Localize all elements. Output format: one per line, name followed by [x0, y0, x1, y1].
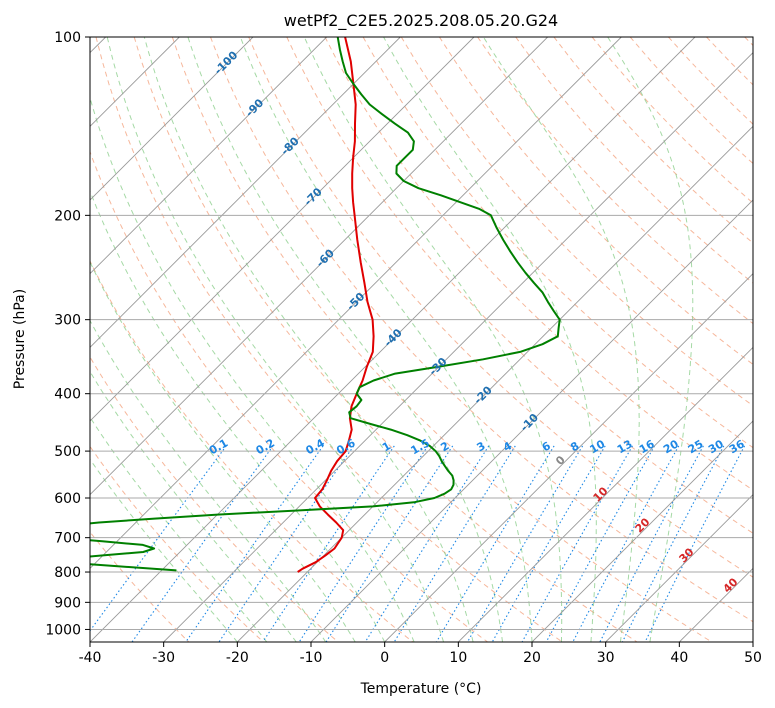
moist-adiabat-line [90, 189, 386, 642]
isotherm-line [90, 37, 475, 422]
chart-title: wetPf2_C2E5.2025.208.05.20.G24 [284, 11, 558, 31]
y-tick-label: 600 [54, 491, 81, 507]
y-tick-label: 300 [54, 313, 81, 329]
y-tick-label: 800 [54, 565, 81, 581]
y-tick-label: 1000 [45, 622, 81, 638]
mixing-ratio-line [218, 445, 355, 642]
x-tick-label: -10 [300, 650, 323, 666]
mixing-ratio-line [545, 445, 656, 642]
x-tick-label: -20 [226, 650, 249, 666]
plot-frame [89, 36, 754, 643]
x-tick-label: -40 [79, 650, 102, 666]
x-tick-label: 10 [449, 650, 467, 666]
x-tick-label: -30 [152, 650, 175, 666]
mixing-ratio-line [393, 445, 516, 642]
dry-adiabat-line [248, 37, 753, 578]
skewed-isotherms [90, 37, 753, 642]
y-tick-label: 100 [54, 30, 81, 46]
x-axis-title: Temperature (°C) [360, 681, 482, 697]
isotherm-line [605, 494, 753, 642]
moist-adiabat-line [90, 416, 268, 642]
dry-adiabat-line [171, 37, 712, 642]
isotherm-line [90, 37, 254, 201]
dry-adiabat-line [400, 37, 753, 407]
isotherm-line [237, 125, 753, 642]
dry-adiabat-line [90, 445, 264, 642]
dry-adiabat-line [90, 150, 488, 642]
moist-adiabat-line [303, 37, 563, 642]
x-tick-label: 50 [744, 650, 762, 666]
isotherm-line [90, 37, 548, 496]
mixing-ratio-line [599, 445, 704, 642]
pressure-gridlines [90, 37, 753, 630]
isotherm-line [310, 199, 753, 642]
x-tick-label: 0 [380, 650, 389, 666]
mixing-ratio-lines [90, 445, 746, 642]
moist-adiabat-line [482, 37, 640, 642]
dry-adiabat-line [95, 37, 563, 642]
isotherm-line [90, 37, 622, 569]
y-axis: 100 200 300 400 500 600 700 800 900 1000 [45, 30, 90, 638]
y-tick-label: 900 [54, 595, 81, 611]
y-tick-label: 200 [54, 208, 81, 224]
isotherm-line [458, 346, 753, 642]
mixing-ratio-line [467, 445, 584, 642]
dry-adiabat-line [362, 37, 753, 449]
mixing-ratio-line [364, 445, 490, 642]
moist-adiabat-line [106, 37, 445, 642]
mixing-ratio-line [644, 445, 746, 642]
mixing-ratio-line [572, 445, 680, 642]
moist-adiabat-line [90, 458, 238, 642]
mixing-ratio-line [131, 445, 274, 642]
moist-adiabat-line [383, 37, 597, 642]
moist-adiabat-line [239, 37, 533, 642]
mixing-ratio-line [491, 445, 606, 642]
moist-adiabat-line [143, 37, 474, 642]
mixing-ratio-line [325, 445, 454, 642]
plot-area: -100-90-80-70-60-50-40-30-20-100.1 0.2 0.4… [90, 37, 753, 642]
moist-adiabat-line [187, 37, 503, 642]
moist-adiabat-line [90, 370, 297, 642]
x-axis: -40 -30 -20 -10 0 10 20 30 40 50 [79, 642, 762, 666]
mixing-ratio-line [435, 445, 555, 642]
isotherm-line [384, 273, 753, 642]
x-tick-label: 20 [523, 650, 541, 666]
dry-adiabat-line [210, 37, 753, 623]
isotherm-line [163, 52, 753, 642]
dewpoint-profile-line [90, 37, 561, 572]
y-tick-label: 500 [54, 444, 81, 460]
x-tick-label: 40 [670, 650, 688, 666]
dry-adiabat-line [324, 37, 753, 491]
isotherm-line [90, 37, 327, 275]
isotherm-line [90, 37, 696, 642]
y-tick-label: 400 [54, 387, 81, 403]
isotherm-line [90, 37, 401, 348]
x-tick-label: 30 [597, 650, 615, 666]
moist-adiabat-line [607, 37, 694, 642]
y-axis-title: Pressure (hPa) [12, 289, 28, 389]
dry-adiabat-line [133, 37, 638, 642]
profile-series [90, 37, 561, 573]
y-tick-label: 700 [54, 531, 81, 547]
moist-adiabat-line [90, 260, 356, 642]
mixing-ratio-line [90, 445, 227, 632]
isotherm-line [531, 420, 753, 642]
dry-adiabats [90, 37, 753, 642]
moist-adiabats [90, 37, 694, 642]
